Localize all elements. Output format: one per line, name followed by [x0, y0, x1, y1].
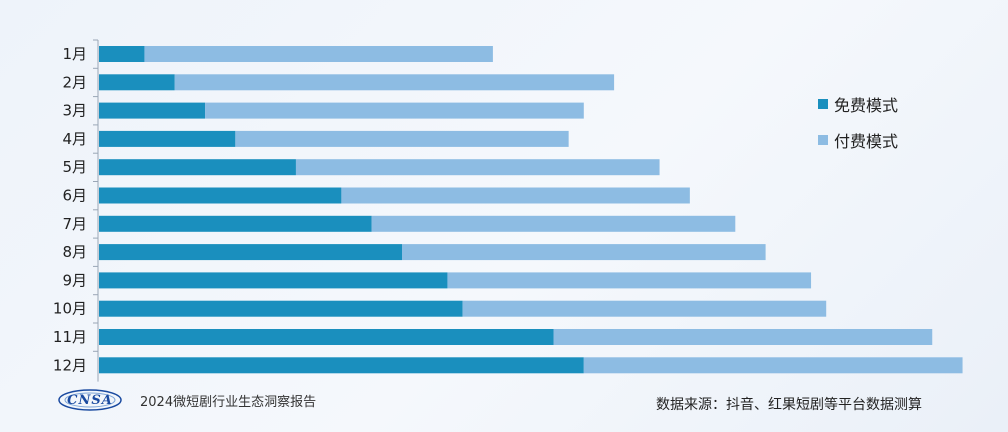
legend-label-paid: 付费模式	[834, 132, 899, 151]
bar-paid	[235, 130, 569, 147]
report-title: 2024微短剧行业生态洞察报告	[140, 394, 317, 410]
bar-free	[99, 329, 554, 345]
bar-free	[99, 74, 175, 91]
bar-paid	[295, 159, 660, 176]
category-label: 2月	[62, 73, 87, 91]
bar-free	[99, 357, 584, 374]
bar-paid	[553, 329, 933, 345]
bar-free	[99, 102, 206, 119]
category-label: 9月	[62, 271, 87, 289]
data-source: 数据来源：抖音、红果短剧等平台数据测算	[656, 397, 922, 413]
bar-free	[99, 244, 402, 261]
category-label: 8月	[62, 243, 87, 261]
bar-paid	[462, 300, 827, 317]
category-label: 11月	[53, 328, 87, 346]
legend-swatch-free	[818, 99, 828, 109]
logo-text: CNSA	[67, 392, 113, 408]
bar-paid	[371, 215, 736, 232]
bar-free	[99, 187, 342, 204]
category-label: 7月	[62, 215, 87, 233]
cnsa-logo: CNSA	[58, 389, 122, 411]
bar-paid	[205, 102, 584, 119]
bar-free	[99, 272, 448, 289]
category-label: 10月	[53, 300, 87, 318]
bar-free	[99, 46, 145, 62]
bar-paid	[402, 244, 766, 261]
bar-free	[99, 130, 236, 147]
category-label: 12月	[53, 356, 87, 374]
bar-free	[99, 215, 372, 232]
legend-item-paid: 付费模式	[818, 122, 898, 158]
footer-left: CNSA 2024微短剧行业生态洞察报告	[58, 389, 316, 411]
bar-paid	[341, 187, 690, 204]
category-label: 1月	[62, 45, 87, 63]
bar-free	[99, 300, 463, 317]
bar-free	[99, 159, 296, 176]
category-label: 4月	[62, 130, 87, 148]
bar-paid	[583, 357, 963, 374]
legend-swatch-paid	[818, 135, 828, 145]
bar-paid	[447, 272, 812, 289]
legend-label-free: 免费模式	[834, 96, 899, 115]
category-label: 3月	[62, 102, 87, 120]
category-label: 5月	[62, 158, 87, 176]
category-label: 6月	[62, 187, 87, 205]
bar-paid	[174, 74, 615, 91]
legend-item-free: 免费模式	[818, 86, 898, 122]
legend: 免费模式 付费模式	[818, 86, 898, 158]
bar-paid	[144, 46, 493, 62]
